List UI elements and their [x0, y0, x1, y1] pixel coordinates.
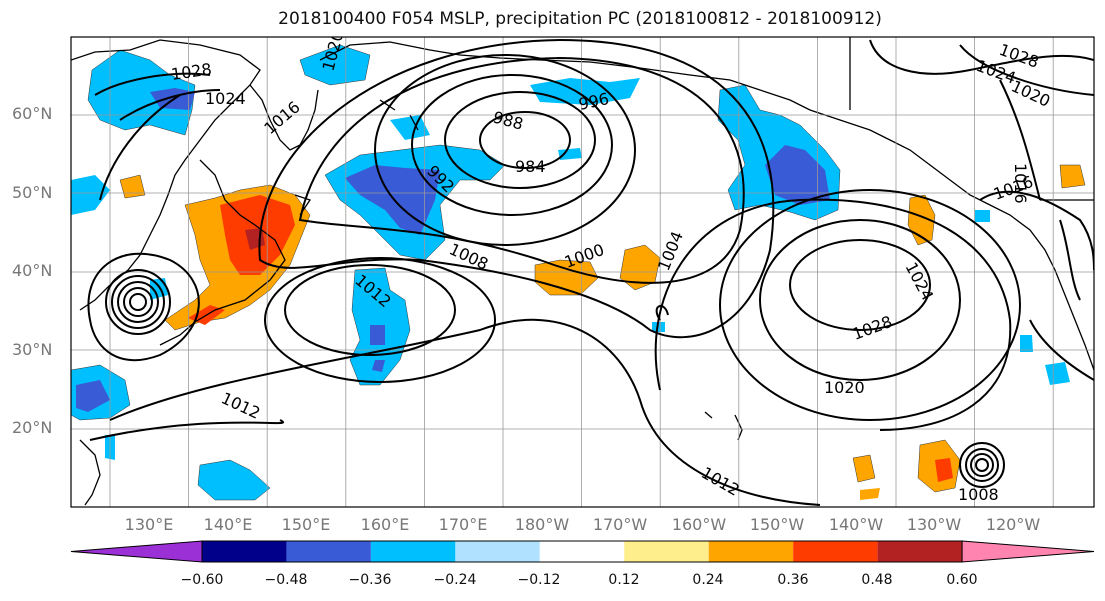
lon-label: 130°W [906, 515, 962, 534]
map-frame [70, 36, 1095, 508]
lon-label: 130°E [124, 515, 174, 534]
lon-label: 160°E [360, 515, 410, 534]
isobar-label: 984 [515, 157, 546, 176]
colorbar-tick-label: −0.24 [433, 572, 477, 588]
colorbar-tick-label: 0.36 [777, 572, 809, 588]
lon-label: 170°E [438, 515, 488, 534]
lat-label: 50°N [12, 183, 53, 202]
lon-label: 180°W [514, 515, 570, 534]
colorbar-segment [793, 541, 878, 562]
colorbar-extend-high [961, 540, 1095, 563]
lon-label: 140°W [828, 515, 884, 534]
gridlines [71, 37, 1094, 507]
isobar-label: 1008 [958, 485, 999, 504]
map-title: 2018100400 F054 MSLP, precipitation PC (… [278, 9, 882, 29]
isobar-label: 1024 [205, 89, 246, 108]
colorbar-tick-label: 0.48 [861, 572, 893, 588]
colorbar-tick-label: −0.60 [180, 572, 224, 588]
colorbar [70, 540, 1095, 563]
lon-label: 140°E [203, 515, 253, 534]
lon-label: 150°E [281, 515, 331, 534]
colorbar-segment [539, 541, 625, 562]
colorbar-tick-label: −0.12 [517, 572, 561, 588]
colorbar-tick-label: −0.48 [264, 572, 308, 588]
colorbar-extend-low [70, 540, 203, 563]
colorbar-segment [202, 541, 287, 562]
colorbar-segment [877, 541, 963, 562]
isobar-label: 1016 [1011, 163, 1030, 204]
lon-label: 120°W [985, 515, 1041, 534]
colorbar-segment [370, 541, 456, 562]
isobars [87, 38, 1094, 506]
colorbar-tick-label: −0.36 [348, 572, 392, 588]
lon-label: 170°W [592, 515, 648, 534]
colorbar-segment [624, 541, 709, 562]
colorbar-segment [708, 541, 794, 562]
lon-label: 150°W [749, 515, 805, 534]
colorbar-segment [455, 541, 540, 562]
colorbar-tick-label: 0.60 [946, 572, 978, 588]
precip-negative-shading [71, 44, 1070, 501]
lat-label: 30°N [12, 340, 53, 359]
colorbar-outline [201, 540, 963, 563]
colorbar-segment [286, 541, 371, 562]
lat-label: 20°N [12, 418, 53, 437]
isobar-label: 1020 [824, 378, 865, 397]
colorbar-tick-label: 0.24 [692, 572, 724, 588]
lon-label: 160°W [671, 515, 727, 534]
lat-label: 60°N [12, 104, 53, 123]
lat-label: 40°N [12, 261, 53, 280]
colorbar-tick-label: 0.12 [608, 572, 640, 588]
